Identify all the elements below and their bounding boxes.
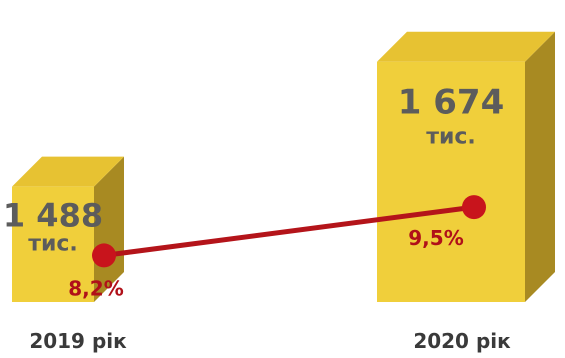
- bar-front-face: [377, 61, 525, 302]
- bar-front-face: [12, 186, 94, 302]
- bar-unit-label: тис.: [28, 232, 78, 257]
- bar-side-face: [525, 31, 555, 303]
- bar-value-label: 1 674: [398, 83, 504, 123]
- percentage-marker: [92, 243, 116, 268]
- percentage-marker: [462, 195, 486, 220]
- category-label-2019: 2019 рік: [29, 329, 127, 353]
- bar-unit-label: тис.: [426, 125, 476, 150]
- category-labels: 2019 рік 2020 рік: [29, 329, 511, 353]
- percentage-line: [101, 204, 477, 258]
- bar-top-face: [377, 31, 555, 62]
- bar-value-label: 1 488: [3, 197, 103, 235]
- bar-top-face: [12, 156, 124, 187]
- category-label-2020: 2020 рік: [413, 329, 511, 353]
- percentage-label: 9,5%: [408, 226, 463, 250]
- percentage-line-group: 8,2% 9,5%: [68, 195, 486, 300]
- percentage-label: 8,2%: [68, 276, 123, 300]
